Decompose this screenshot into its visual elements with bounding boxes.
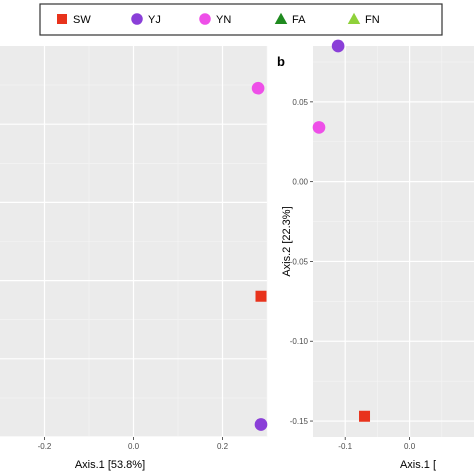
y-tick-label: -0.05 bbox=[290, 257, 309, 266]
y-axis-label: Axis.2 [22.3%] bbox=[281, 206, 293, 276]
data-point-sw bbox=[255, 290, 267, 302]
data-point-yn bbox=[312, 121, 326, 134]
legend-key-fa bbox=[274, 12, 288, 24]
x-axis-label: Axis.1 [ bbox=[400, 459, 436, 471]
x-tick-label: -0.2 bbox=[38, 442, 52, 451]
legend-label-sw: SW bbox=[73, 14, 91, 26]
legend-key-yj bbox=[131, 13, 143, 25]
panel-label: b bbox=[277, 54, 285, 69]
y-tick-label: 0.00 bbox=[292, 178, 308, 187]
x-tick-label: 0.2 bbox=[217, 442, 229, 451]
legend-key-yn bbox=[199, 13, 211, 25]
x-axis-label: Axis.1 [53.8%] bbox=[75, 459, 145, 471]
y-tick-label: 0.05 bbox=[292, 98, 308, 107]
legend-item-yn: YN bbox=[199, 13, 231, 26]
data-point-yj bbox=[331, 39, 345, 53]
legend-label-yj: YJ bbox=[148, 14, 161, 26]
legend-item-fn: FN bbox=[347, 12, 380, 26]
legend-label-fa: FA bbox=[292, 14, 306, 26]
panel-a: -0.2 0.0 0.2 Axis.1 [53.8%] bbox=[0, 46, 268, 471]
legend: SW YJ YN FA FN bbox=[39, 3, 443, 36]
data-point-yn bbox=[251, 81, 265, 95]
x-tick-label: 0.0 bbox=[404, 442, 416, 451]
legend-label-fn: FN bbox=[365, 14, 380, 26]
legend-key-sw bbox=[57, 14, 67, 24]
legend-item-fa: FA bbox=[274, 12, 306, 26]
legend-item-yj: YJ bbox=[131, 13, 161, 26]
x-tick-label: 0.0 bbox=[128, 442, 140, 451]
legend-key-fn bbox=[347, 12, 361, 24]
plot-background bbox=[313, 46, 474, 437]
legend-label-yn: YN bbox=[216, 14, 231, 26]
legend-item-sw: SW bbox=[57, 14, 91, 26]
data-point-yj bbox=[254, 418, 268, 431]
panel-b: -0.1 0.0 0.05 0.00 -0.05 -0.10 -0.15 Axis.1 [ Ax… bbox=[277, 39, 474, 471]
data-point-sw bbox=[359, 410, 371, 422]
y-tick-label: -0.15 bbox=[290, 417, 309, 426]
y-tick-label: -0.10 bbox=[290, 337, 309, 346]
x-tick-label: -0.1 bbox=[338, 442, 352, 451]
legend-box bbox=[39, 3, 443, 36]
